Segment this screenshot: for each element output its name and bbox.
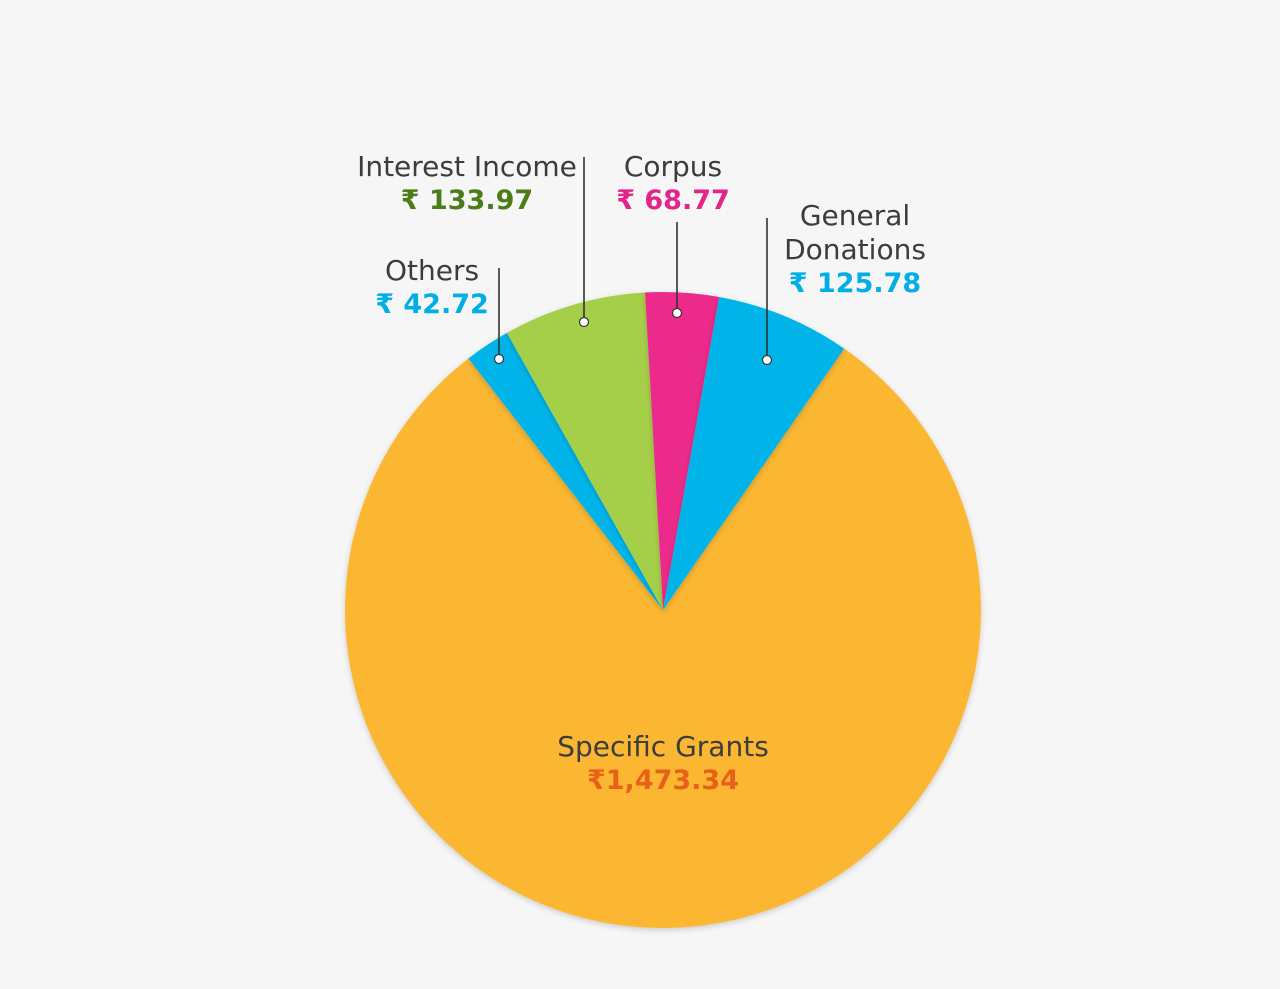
- label-general-donations: General Donations ₹ 125.78: [784, 199, 926, 301]
- leader-dot-corpus: [671, 307, 683, 319]
- label-specific-grants: Specific Grants ₹1,473.34: [557, 730, 769, 798]
- slice-label-general-donations: General Donations: [784, 199, 926, 266]
- leader-dot-general-donations: [761, 354, 773, 366]
- leader-dot-others: [493, 353, 505, 365]
- slice-others: [468, 332, 663, 610]
- slice-value-interest-income: ₹ 133.97: [400, 185, 534, 216]
- label-others: Others ₹ 42.72: [375, 254, 489, 322]
- slice-label-interest-income: Interest Income: [357, 150, 577, 183]
- slice-general-donations: [663, 297, 845, 610]
- slice-value-general-donations: ₹ 125.78: [788, 268, 922, 299]
- slice-value-others: ₹ 42.72: [375, 289, 489, 320]
- slice-label-corpus: Corpus: [623, 150, 723, 183]
- slice-corpus: [645, 291, 720, 610]
- label-interest-income: Interest Income ₹ 133.97: [357, 150, 577, 218]
- label-corpus: Corpus ₹ 68.77: [616, 150, 730, 218]
- leader-dot-interest-income: [578, 316, 590, 328]
- slice-interest-income: [506, 292, 663, 610]
- slice-value-corpus: ₹ 68.77: [616, 185, 730, 216]
- slice-label-others: Others: [384, 254, 480, 287]
- slice-specific-grants: [345, 348, 982, 928]
- slice-value-specific-grants: ₹1,473.34: [586, 765, 740, 796]
- slice-label-specific-grants: Specific Grants: [557, 730, 769, 763]
